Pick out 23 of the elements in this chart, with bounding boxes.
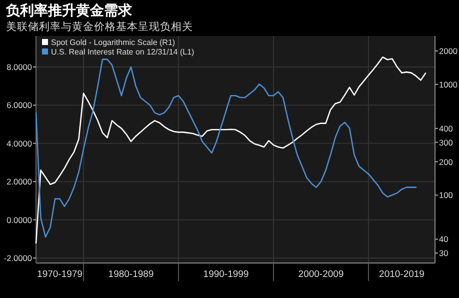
y2-tick-label: 40 xyxy=(439,234,449,244)
chart-subtitle: 美联储利率与黄金价格基本呈现负相关 xyxy=(6,20,193,33)
y2-tick-label: 2000 xyxy=(439,46,458,56)
legend-label: U.S. Real Interest Rate on 12/31/14 (L1) xyxy=(51,48,195,57)
y-tick-label: 2.0000 xyxy=(6,176,32,187)
x-tick-label: 2000-2009 xyxy=(298,269,344,280)
y2-tick-label: 200 xyxy=(439,156,454,167)
y-tick-label: 8.0000 xyxy=(6,62,32,72)
x-tick-label: 1980-1989 xyxy=(108,269,154,280)
y-tick-label: 6.0000 xyxy=(6,100,32,110)
y2-tick-label: 400 xyxy=(439,123,454,134)
y2-tick-label: 30 xyxy=(439,248,449,258)
legend-label: Spot Gold - Logarithmic Scale (R1) xyxy=(51,38,176,48)
x-tick-label: 1990-1999 xyxy=(203,269,249,280)
y2-tick-label: 1000 xyxy=(439,79,458,90)
y2-tick-label: 100 xyxy=(439,190,454,200)
x-tick-label: 2010-2019 xyxy=(379,269,424,280)
x-tick-label: 1970-1979 xyxy=(37,269,82,280)
y2-tick-label: 300 xyxy=(439,137,454,148)
y-tick-label: 4.0000 xyxy=(6,138,32,148)
chart-title: 负利率推升黄金需求 xyxy=(5,2,133,18)
y-tick-label: -2.0000 xyxy=(4,253,32,264)
y-tick-label: 0.0000 xyxy=(6,214,32,225)
